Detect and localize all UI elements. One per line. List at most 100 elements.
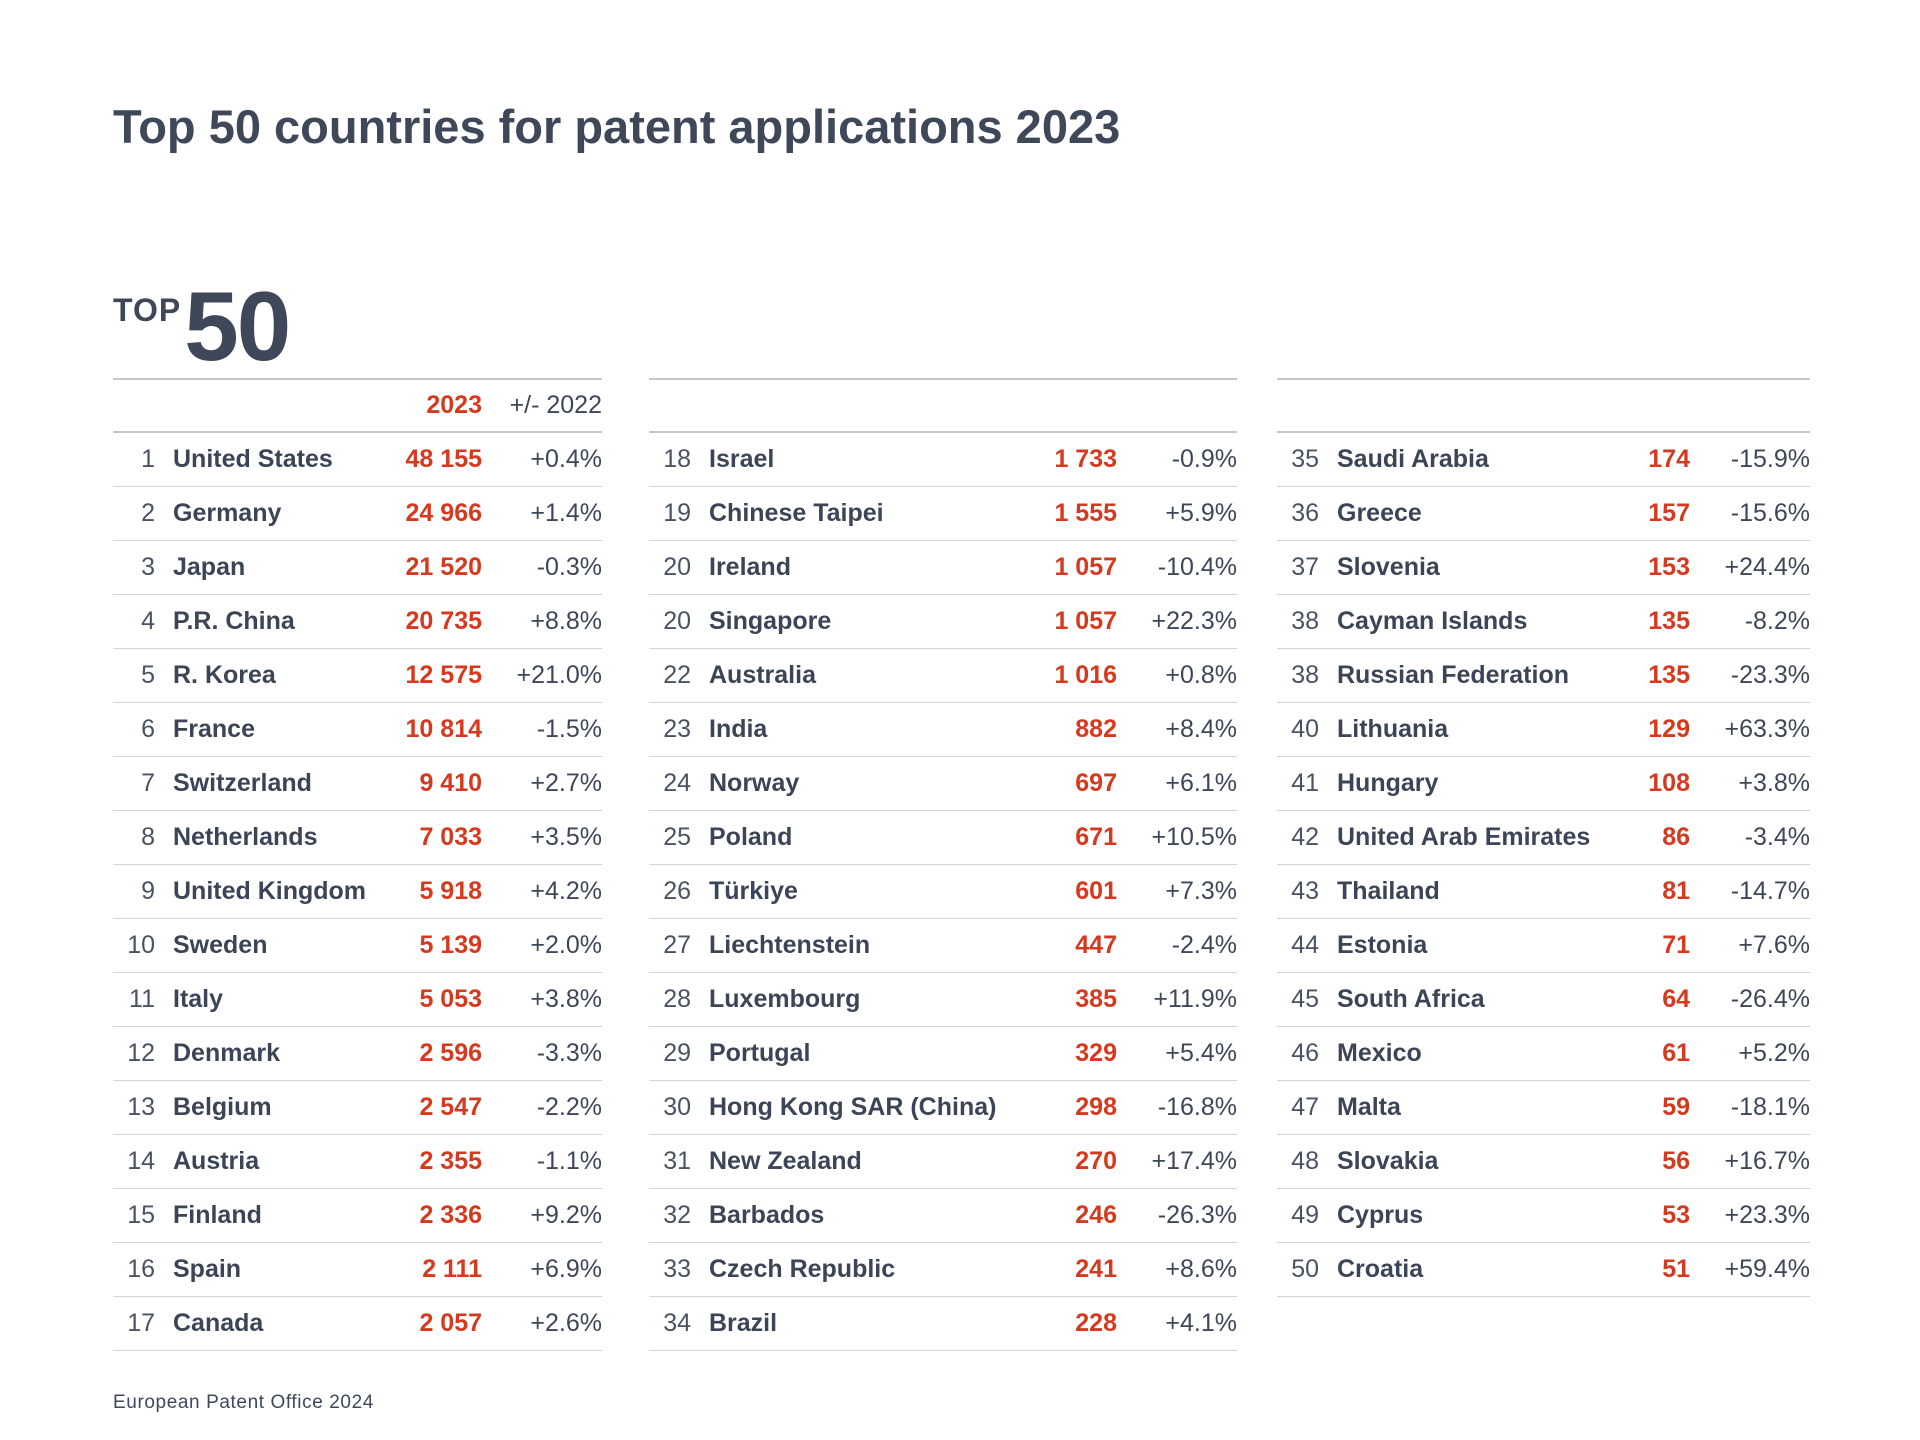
country-name-cell: Cyprus bbox=[1337, 1200, 1424, 1229]
table-row: 34 Brazil 228 +4.1% bbox=[649, 1296, 1237, 1350]
table-row: 20 Ireland 1 057 -10.4% bbox=[649, 540, 1237, 594]
table-row: 7 Switzerland 9 410 +2.7% bbox=[113, 756, 602, 810]
table-row: 29 Portugal 329 +5.4% bbox=[649, 1026, 1237, 1080]
table-row: 9 United Kingdom 5 918 +4.2% bbox=[113, 864, 602, 918]
rank-cell: 9 bbox=[141, 876, 155, 905]
rank-cell: 15 bbox=[127, 1200, 155, 1229]
table-header bbox=[1277, 379, 1810, 432]
table-row: 14 Austria 2 355 -1.1% bbox=[113, 1134, 602, 1188]
value-2023-cell: 241 bbox=[1075, 1254, 1117, 1283]
rank-cell: 27 bbox=[663, 930, 691, 959]
value-2023-cell: 1 057 bbox=[1054, 606, 1117, 635]
rank-cell: 23 bbox=[663, 714, 691, 743]
value-2023-cell: 270 bbox=[1075, 1146, 1117, 1175]
table-header bbox=[649, 379, 1237, 432]
change-vs-2022-cell: +6.9% bbox=[530, 1254, 602, 1283]
table-row: 42 United Arab Emirates 86 -3.4% bbox=[1277, 810, 1810, 864]
change-vs-2022-cell: -1.5% bbox=[536, 714, 602, 743]
table-header-row bbox=[1277, 379, 1810, 432]
value-2023-cell: 2 336 bbox=[419, 1200, 482, 1229]
value-2023-cell: 5 139 bbox=[419, 930, 482, 959]
rank-cell: 1 bbox=[141, 444, 155, 473]
rank-cell: 28 bbox=[663, 984, 691, 1013]
source-attribution: European Patent Office 2024 bbox=[113, 1392, 374, 1413]
rank-cell: 6 bbox=[141, 714, 155, 743]
value-2023-cell: 228 bbox=[1075, 1308, 1117, 1337]
rank-cell: 8 bbox=[141, 822, 155, 851]
table-row: 11 Italy 5 053 +3.8% bbox=[113, 972, 602, 1026]
country-name-cell: Singapore bbox=[709, 606, 832, 635]
change-vs-2022-cell: +22.3% bbox=[1151, 606, 1238, 635]
change-vs-2022-cell: +3.8% bbox=[1738, 768, 1810, 797]
country-name-cell: United Arab Emirates bbox=[1337, 822, 1591, 851]
table-row: 35 Saudi Arabia 174 -15.9% bbox=[1277, 432, 1810, 486]
value-2023-cell: 86 bbox=[1662, 822, 1690, 851]
change-vs-2022-cell: -16.8% bbox=[1157, 1092, 1237, 1121]
value-2023-cell: 21 520 bbox=[405, 552, 482, 581]
value-2023-cell: 601 bbox=[1075, 876, 1117, 905]
country-name-cell: Italy bbox=[173, 984, 224, 1013]
change-vs-2022-cell: -0.3% bbox=[536, 552, 602, 581]
rank-cell: 10 bbox=[127, 930, 155, 959]
change-vs-2022-cell: +21.0% bbox=[516, 660, 603, 689]
rank-cell: 37 bbox=[1291, 552, 1319, 581]
table-row: 22 Australia 1 016 +0.8% bbox=[649, 648, 1237, 702]
country-name-cell: Switzerland bbox=[173, 768, 312, 797]
value-2023-cell: 24 966 bbox=[405, 498, 482, 527]
table-row: 17 Canada 2 057 +2.6% bbox=[113, 1296, 602, 1350]
table-row: 15 Finland 2 336 +9.2% bbox=[113, 1188, 602, 1242]
change-vs-2022-cell: +7.3% bbox=[1165, 876, 1237, 905]
value-2023-cell: 20 735 bbox=[405, 606, 482, 635]
change-vs-2022-cell: -2.4% bbox=[1171, 930, 1237, 959]
header-year-spacer bbox=[995, 379, 1117, 432]
rank-cell: 50 bbox=[1291, 1254, 1319, 1283]
table-header-row: 2023 +/- 2022 bbox=[113, 379, 602, 432]
change-vs-2022-cell: -15.9% bbox=[1730, 444, 1810, 473]
ranking-column-3: 35 Saudi Arabia 174 -15.9% 36 Greece 157 -15.6%… bbox=[1277, 378, 1810, 1297]
value-2023-cell: 10 814 bbox=[405, 714, 482, 743]
rank-cell: 38 bbox=[1291, 660, 1319, 689]
country-name-cell: Luxembourg bbox=[709, 984, 861, 1013]
change-vs-2022-cell: -2.2% bbox=[536, 1092, 602, 1121]
value-2023-cell: 81 bbox=[1662, 876, 1690, 905]
country-name-cell: Slovenia bbox=[1337, 552, 1440, 581]
rank-cell: 14 bbox=[127, 1146, 155, 1175]
change-vs-2022-cell: -26.4% bbox=[1730, 984, 1810, 1013]
rank-cell: 11 bbox=[129, 984, 155, 1013]
rank-cell: 40 bbox=[1291, 714, 1319, 743]
change-vs-2022-cell: +6.1% bbox=[1165, 768, 1237, 797]
table-row: 5 R. Korea 12 575 +21.0% bbox=[113, 648, 602, 702]
country-name-cell: Portugal bbox=[709, 1038, 811, 1067]
value-2023-cell: 2 547 bbox=[419, 1092, 482, 1121]
change-vs-2022-cell: +9.2% bbox=[530, 1200, 602, 1229]
table-header: 2023 +/- 2022 bbox=[113, 379, 602, 432]
rank-cell: 45 bbox=[1291, 984, 1319, 1013]
rank-cell: 3 bbox=[141, 552, 155, 581]
change-vs-2022-cell: +59.4% bbox=[1724, 1254, 1811, 1283]
country-name-cell: R. Korea bbox=[173, 660, 276, 689]
change-vs-2022-cell: +0.4% bbox=[530, 444, 602, 473]
country-name-cell: Brazil bbox=[709, 1308, 778, 1337]
table-row: 41 Hungary 108 +3.8% bbox=[1277, 756, 1810, 810]
change-vs-2022-cell: -0.9% bbox=[1171, 444, 1237, 473]
change-vs-2022-cell: +4.2% bbox=[530, 876, 602, 905]
change-vs-2022-cell: +1.4% bbox=[530, 498, 602, 527]
rank-cell: 49 bbox=[1291, 1200, 1319, 1229]
rank-cell: 7 bbox=[141, 768, 155, 797]
value-2023-cell: 53 bbox=[1662, 1200, 1690, 1229]
value-2023-cell: 51 bbox=[1662, 1254, 1690, 1283]
value-2023-cell: 108 bbox=[1648, 768, 1690, 797]
rank-cell: 47 bbox=[1291, 1092, 1319, 1121]
change-vs-2022-cell: +10.5% bbox=[1151, 822, 1238, 851]
country-name-cell: Saudi Arabia bbox=[1337, 444, 1489, 473]
rank-cell: 4 bbox=[141, 606, 155, 635]
table-row: 36 Greece 157 -15.6% bbox=[1277, 486, 1810, 540]
value-2023-cell: 2 596 bbox=[419, 1038, 482, 1067]
rank-cell: 29 bbox=[663, 1038, 691, 1067]
rank-cell: 17 bbox=[127, 1308, 155, 1337]
value-2023-cell: 1 057 bbox=[1054, 552, 1117, 581]
table-row: 38 Russian Federation 135 -23.3% bbox=[1277, 648, 1810, 702]
country-name-cell: Israel bbox=[709, 444, 775, 473]
header-rank-spacer bbox=[649, 379, 691, 432]
